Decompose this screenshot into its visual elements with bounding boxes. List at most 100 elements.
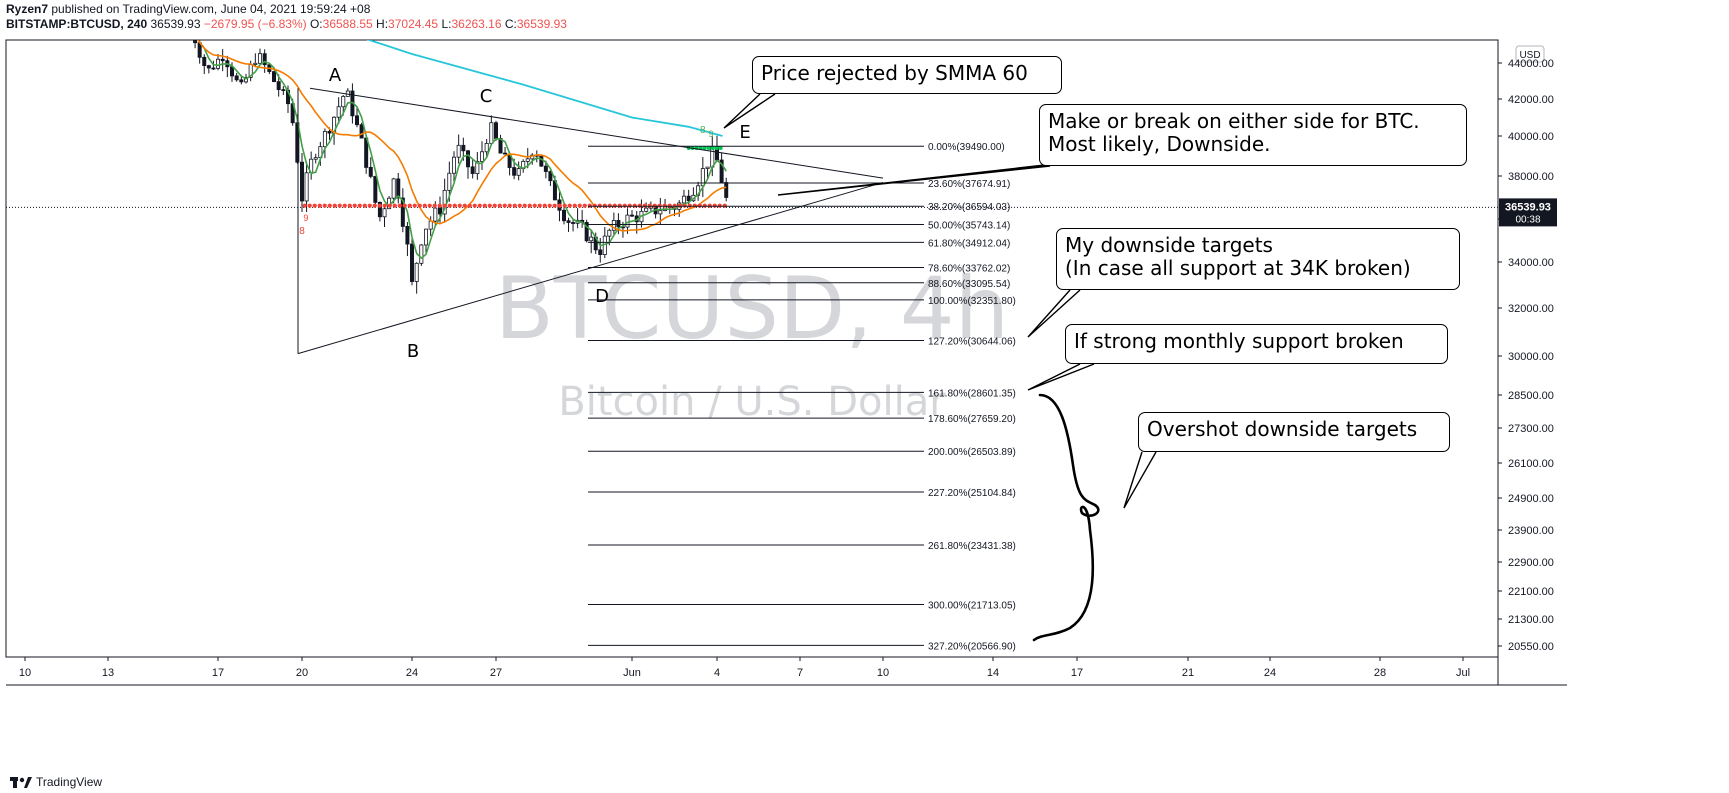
support-dot [407, 203, 412, 208]
candle [433, 207, 438, 222]
y-tick-label: 24900.00 [1508, 493, 1554, 505]
candle [281, 89, 286, 92]
currency-badge [1515, 45, 1545, 63]
candle [724, 182, 729, 198]
support-dot [667, 203, 672, 208]
y-tick-label: 26100.00 [1508, 458, 1554, 470]
fib-level-label: 0.00%(39490.00) [928, 142, 1005, 153]
fib-level-label: 200.00%(26503.89) [928, 447, 1016, 458]
candle [206, 65, 211, 69]
candle [479, 151, 484, 162]
support-dot [442, 203, 447, 208]
candle [382, 208, 387, 218]
y-tick-label: 28500.00 [1508, 390, 1554, 402]
support-dot [592, 203, 597, 208]
support-dot [562, 203, 567, 208]
support-dot [312, 203, 317, 208]
support-dot [682, 203, 687, 208]
candle [681, 195, 686, 204]
resistance-dot [702, 146, 707, 150]
annotation-overshot[interactable]: Overshot downside targets [1138, 412, 1450, 452]
candle [658, 210, 663, 215]
fib-level-label: 327.20%(20566.90) [928, 641, 1016, 652]
annotation-monthly[interactable]: If strong monthly support broken [1065, 324, 1448, 364]
support-dot [677, 203, 682, 208]
smma-60-line [366, 40, 723, 137]
support-dot [547, 203, 552, 208]
candle [562, 209, 567, 222]
annotation-line: Overshot downside targets [1147, 417, 1418, 441]
author-name[interactable]: Ryzen7 [6, 2, 49, 16]
candle [211, 67, 216, 70]
support-dot [702, 203, 707, 208]
candle [571, 222, 576, 224]
support-dot [497, 203, 502, 208]
y-tick-label: 44000.00 [1508, 58, 1554, 70]
watermark: BTCUSD, 4h Bitcoin / U.S. Dollar [495, 259, 1009, 425]
candle [405, 225, 410, 245]
annotation-line: If strong monthly support broken [1074, 329, 1404, 353]
candle [354, 115, 359, 126]
support-dot [477, 203, 482, 208]
support-dot [402, 203, 407, 208]
support-dot [597, 203, 602, 208]
support-dot [507, 203, 512, 208]
x-tick-label: 21 [1182, 667, 1194, 679]
pointer-smma [723, 93, 776, 129]
candle [202, 56, 207, 67]
x-tick-label: 13 [102, 667, 114, 679]
support-dot [557, 203, 562, 208]
candle [215, 58, 220, 69]
support-dot [627, 203, 632, 208]
candle [598, 249, 603, 255]
candle [451, 156, 456, 174]
candle [419, 244, 424, 264]
annotation-targets[interactable]: My downside targets (In case all support … [1056, 228, 1460, 290]
support-dot [632, 203, 637, 208]
support-dot [397, 203, 402, 208]
support-dot [352, 203, 357, 208]
support-dot [322, 203, 327, 208]
annotation-smma[interactable]: Price rejected by SMMA 60 [752, 56, 1062, 94]
candle [193, 40, 198, 44]
ema-fast-line [197, 40, 727, 260]
wave-label-c: C [480, 86, 493, 107]
x-tick-label: Jun [623, 667, 641, 679]
candle [377, 201, 382, 218]
support-dot [622, 203, 627, 208]
candle [503, 152, 508, 155]
support-dot [527, 203, 532, 208]
fib-level-label: 23.60%(37674.91) [928, 179, 1010, 190]
support-dot [582, 203, 587, 208]
fib-level-label: 78.60%(33762.02) [928, 263, 1010, 274]
annotation-line: Price rejected by SMMA 60 [761, 61, 1028, 85]
support-dot [552, 203, 557, 208]
support-dot [587, 203, 592, 208]
annotation-make[interactable]: Make or break on either side for BTC. Mos… [1039, 104, 1467, 166]
candle [611, 220, 616, 231]
support-dot [607, 203, 612, 208]
x-tick-label: 17 [1071, 667, 1083, 679]
support-dot [317, 203, 322, 208]
candle [341, 95, 346, 108]
x-tick-label: 4 [714, 667, 720, 679]
x-tick-label: 27 [490, 667, 502, 679]
support-dot [602, 203, 607, 208]
candle [512, 167, 517, 176]
x-tick-label: 28 [1374, 667, 1386, 679]
fib-level-label: 38.20%(36594.03) [928, 202, 1010, 213]
candle [220, 58, 225, 62]
candle [423, 228, 428, 246]
candle [327, 130, 332, 134]
annotation-line: Make or break on either side for BTC. [1048, 109, 1420, 133]
candle [516, 168, 521, 176]
symbol-label[interactable]: BITSTAMP:BTCUSD, 240 [6, 17, 148, 31]
support-dot [687, 203, 692, 208]
support-dot [612, 203, 617, 208]
candle [373, 175, 378, 203]
pointer-monthly [1027, 363, 1095, 391]
tradingview-brand[interactable]: TradingView [10, 775, 102, 789]
candle [456, 144, 461, 158]
candle [391, 178, 396, 199]
